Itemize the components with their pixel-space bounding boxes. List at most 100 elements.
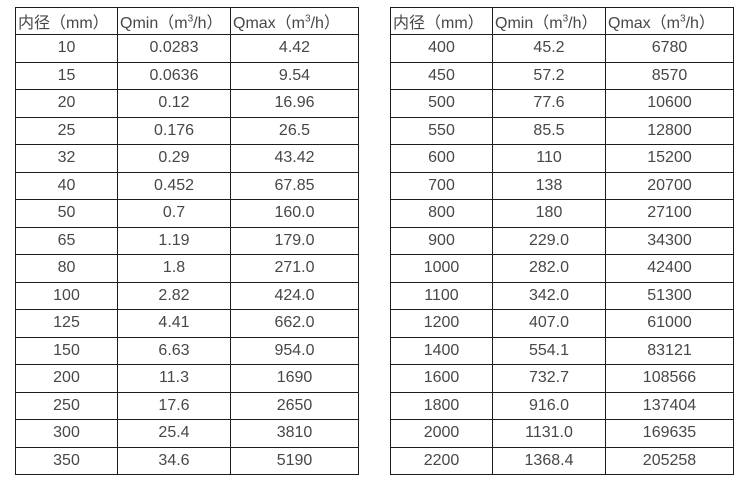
cell: 85.5 <box>492 116 606 145</box>
cell: 0.0283 <box>117 34 231 63</box>
table-row: 600 110 15200 <box>390 144 734 173</box>
header-cell: Qmax（m3/h） <box>605 7 734 35</box>
cell: 0.452 <box>117 171 231 200</box>
cell: 77.6 <box>492 89 606 118</box>
flow-spec-table-large-diameters: 内径（mm） Qmin（m3/h） Qmax（m3/h） 400 45.2 6780 45… <box>390 7 734 475</box>
cell: 179.0 <box>230 226 359 255</box>
cell: 150 <box>15 336 118 365</box>
cell: 11.3 <box>117 364 231 393</box>
table-row: 125 4.41 662.0 <box>15 309 359 338</box>
cell: 1690 <box>230 364 359 393</box>
table-row: 900 229.0 34300 <box>390 226 734 255</box>
cell: 600 <box>390 144 493 173</box>
cell: 0.176 <box>117 116 231 145</box>
cell: 43.42 <box>230 144 359 173</box>
cell: 916.0 <box>492 391 606 420</box>
cell: 100 <box>15 281 118 310</box>
cell: 0.0636 <box>117 61 231 90</box>
table-row: 40 0.452 67.85 <box>15 171 359 200</box>
table-body: 400 45.2 6780 450 57.2 8570 500 77.6 10600 550 85.… <box>390 34 734 475</box>
header-cell: Qmax（m3/h） <box>230 7 359 35</box>
cell: 2650 <box>230 391 359 420</box>
superscript-3: 3 <box>680 13 686 25</box>
cell: 1131.0 <box>492 419 606 448</box>
superscript-3: 3 <box>305 13 311 25</box>
cell: 0.29 <box>117 144 231 173</box>
table-row: 2200 1368.4 205258 <box>390 446 734 475</box>
cell: 1400 <box>390 336 493 365</box>
cell: 16.96 <box>230 89 359 118</box>
cell: 25 <box>15 116 118 145</box>
table-row: 150 6.63 954.0 <box>15 336 359 365</box>
cell: 0.12 <box>117 89 231 118</box>
cell: 282.0 <box>492 254 606 283</box>
table-row: 800 180 27100 <box>390 199 734 228</box>
table-row: 550 85.5 12800 <box>390 116 734 145</box>
cell: 65 <box>15 226 118 255</box>
table-row: 300 25.4 3810 <box>15 419 359 448</box>
cell: 57.2 <box>492 61 606 90</box>
cell: 67.85 <box>230 171 359 200</box>
header-cell: Qmin（m3/h） <box>492 7 606 35</box>
superscript-3: 3 <box>187 13 194 25</box>
table-row: 400 45.2 6780 <box>390 34 734 63</box>
cell: 26.5 <box>230 116 359 145</box>
table-row: 15 0.0636 9.54 <box>15 61 359 90</box>
cell: 1368.4 <box>492 446 606 475</box>
table-header: 内径（mm） Qmin（m3/h） Qmax（m3/h） <box>15 7 359 35</box>
cell: 424.0 <box>230 281 359 310</box>
cell: 20700 <box>605 171 734 200</box>
cell: 1.19 <box>117 226 231 255</box>
cell: 954.0 <box>230 336 359 365</box>
cell: 17.6 <box>117 391 231 420</box>
table-row: 10 0.0283 4.42 <box>15 34 359 63</box>
cell: 50 <box>15 199 118 228</box>
table-row: 2000 1131.0 169635 <box>390 419 734 448</box>
cell: 342.0 <box>492 281 606 310</box>
cell: 1800 <box>390 391 493 420</box>
cell: 180 <box>492 199 606 228</box>
header-cell: 内径（mm） <box>15 7 118 35</box>
table-row: 100 2.82 424.0 <box>15 281 359 310</box>
table-row: 1000 282.0 42400 <box>390 254 734 283</box>
cell: 34300 <box>605 226 734 255</box>
cell: 2.82 <box>117 281 231 310</box>
cell: 34.6 <box>117 446 231 475</box>
cell: 2200 <box>390 446 493 475</box>
cell: 15200 <box>605 144 734 173</box>
cell: 271.0 <box>230 254 359 283</box>
cell: 229.0 <box>492 226 606 255</box>
header-row: 内径（mm） Qmin（m3/h） Qmax（m3/h） <box>390 7 734 35</box>
cell: 554.1 <box>492 336 606 365</box>
cell: 6780 <box>605 34 734 63</box>
cell: 900 <box>390 226 493 255</box>
table-row: 25 0.176 26.5 <box>15 116 359 145</box>
cell: 138 <box>492 171 606 200</box>
cell: 400 <box>390 34 493 63</box>
table-row: 20 0.12 16.96 <box>15 89 359 118</box>
table-header: 内径（mm） Qmin（m3/h） Qmax（m3/h） <box>390 7 734 35</box>
table-row: 200 11.3 1690 <box>15 364 359 393</box>
cell: 5190 <box>230 446 359 475</box>
cell: 45.2 <box>492 34 606 63</box>
cell: 80 <box>15 254 118 283</box>
cell: 25.4 <box>117 419 231 448</box>
cell: 4.42 <box>230 34 359 63</box>
table-row: 700 138 20700 <box>390 171 734 200</box>
header-cell: Qmin（m3/h） <box>117 7 231 35</box>
table-row: 32 0.29 43.42 <box>15 144 359 173</box>
cell: 350 <box>15 446 118 475</box>
cell: 6.63 <box>117 336 231 365</box>
cell: 42400 <box>605 254 734 283</box>
cell: 200 <box>15 364 118 393</box>
cell: 300 <box>15 419 118 448</box>
cell: 32 <box>15 144 118 173</box>
table-row: 1200 407.0 61000 <box>390 309 734 338</box>
cell: 8570 <box>605 61 734 90</box>
cell: 15 <box>15 61 118 90</box>
cell: 732.7 <box>492 364 606 393</box>
cell: 800 <box>390 199 493 228</box>
cell: 137404 <box>605 391 734 420</box>
cell: 250 <box>15 391 118 420</box>
